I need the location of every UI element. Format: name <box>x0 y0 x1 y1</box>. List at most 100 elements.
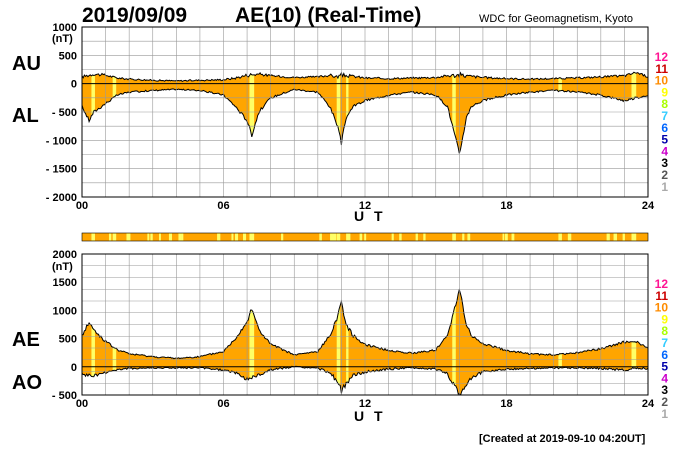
strip-band <box>511 233 515 241</box>
strip-band <box>606 233 610 241</box>
strip-band <box>147 233 150 241</box>
strip-band <box>158 233 161 241</box>
x-tick-label: 12 <box>359 398 371 410</box>
strip-band <box>112 233 117 241</box>
strip-band <box>178 233 182 241</box>
created-timestamp: [Created at 2019-09-10 04:20UT] <box>479 433 646 445</box>
legend-entry: 6 <box>661 348 668 362</box>
strip-band <box>505 233 508 241</box>
strip-band <box>346 233 349 241</box>
x-tick-label: 18 <box>500 200 512 212</box>
strip-band <box>462 233 465 241</box>
activity-strip <box>81 232 649 242</box>
strip-band <box>391 233 394 241</box>
legend-entry: 12 <box>655 50 669 64</box>
x-axis-label-bottom: U T <box>354 408 386 424</box>
strip-band <box>613 233 617 241</box>
strip-band <box>334 233 337 241</box>
y-tick-label: 500 <box>59 50 77 62</box>
station-band <box>336 72 341 154</box>
strip-band <box>399 233 402 241</box>
strip-band <box>359 233 363 241</box>
x-tick-label: 00 <box>76 200 88 212</box>
y-tick-label: 500 <box>59 334 77 346</box>
station-band <box>346 289 349 395</box>
strip-band <box>415 233 418 241</box>
y-tick-label: - 500 <box>52 390 77 402</box>
strip-band <box>467 233 471 241</box>
y-tick-label: 1000 <box>53 22 77 34</box>
legend-entry: 6 <box>661 121 668 135</box>
station-band <box>346 72 349 154</box>
legend-entry: 7 <box>661 109 668 123</box>
organization-label: WDC for Geomagnetism, Kyoto <box>479 13 633 25</box>
y-tick-label: 1000 <box>53 305 77 317</box>
y-tick-label: - 2000 <box>46 192 77 204</box>
legend-entry: 10 <box>655 74 669 88</box>
y-tick-label: 0 <box>71 79 77 91</box>
al-label: AL <box>12 105 39 127</box>
strip-band <box>217 233 221 241</box>
strip-band <box>235 233 239 241</box>
legend-entry: 4 <box>661 144 668 158</box>
legend-entry: 2 <box>661 168 668 182</box>
plot-frame <box>81 253 649 396</box>
legend-entry: 7 <box>661 336 668 350</box>
legend-entry: 11 <box>655 62 668 76</box>
strip-band <box>249 233 255 241</box>
strip-band <box>567 233 572 241</box>
station-band <box>249 289 255 395</box>
station-band <box>249 72 255 154</box>
legend-entry: 3 <box>661 156 668 170</box>
legend-entry: 5 <box>661 133 668 147</box>
legend-entry: 1 <box>661 180 668 194</box>
unit-label-bottom: (nT) <box>52 261 73 273</box>
strip-band <box>319 233 322 241</box>
legend-entry: 5 <box>661 360 668 374</box>
strip-band <box>502 233 505 241</box>
ae-label: AE <box>12 329 40 351</box>
legend-entry: 10 <box>655 301 669 315</box>
x-tick-label: 18 <box>500 398 512 410</box>
index-title: AE(10) (Real-Time) <box>235 4 421 27</box>
unit-label-top: (nT) <box>52 33 73 45</box>
station-band <box>91 289 95 395</box>
legend-entry: 9 <box>661 85 668 99</box>
station-band <box>452 72 456 154</box>
strip-band <box>348 233 351 241</box>
station-band <box>336 289 341 395</box>
strip-band <box>150 233 153 241</box>
x-tick-label: 24 <box>642 398 655 410</box>
x-tick-label: 06 <box>217 398 229 410</box>
strip-band <box>281 233 284 241</box>
x-axis-label-top: U T <box>354 208 386 224</box>
x-tick-label: 00 <box>76 398 88 410</box>
strip-band <box>558 233 562 241</box>
ao-label: AO <box>12 372 42 394</box>
legend-entry: 8 <box>661 324 668 338</box>
y-tick-label: 1500 <box>53 277 77 289</box>
legend-entry: 9 <box>661 312 668 326</box>
strip-band <box>332 233 336 241</box>
x-tick-label: 24 <box>642 200 655 212</box>
y-tick-label: - 500 <box>52 107 77 119</box>
x-tick-label: 12 <box>359 200 371 212</box>
strip-band <box>108 233 112 241</box>
legend-entry: 4 <box>661 371 668 385</box>
legend-entry: 3 <box>661 383 668 397</box>
strip-band <box>242 233 247 241</box>
strip-band <box>622 233 625 241</box>
y-tick-label: - 1500 <box>46 164 77 176</box>
strip-band <box>631 233 637 241</box>
y-tick-label: 0 <box>71 362 77 374</box>
x-tick-label: 06 <box>217 200 229 212</box>
strip-band <box>91 233 95 241</box>
y-tick-label: - 1000 <box>46 135 77 147</box>
date-title: 2019/09/09 <box>82 4 187 27</box>
au-label: AU <box>12 53 41 75</box>
grid <box>81 26 649 198</box>
strip-band <box>330 233 334 241</box>
